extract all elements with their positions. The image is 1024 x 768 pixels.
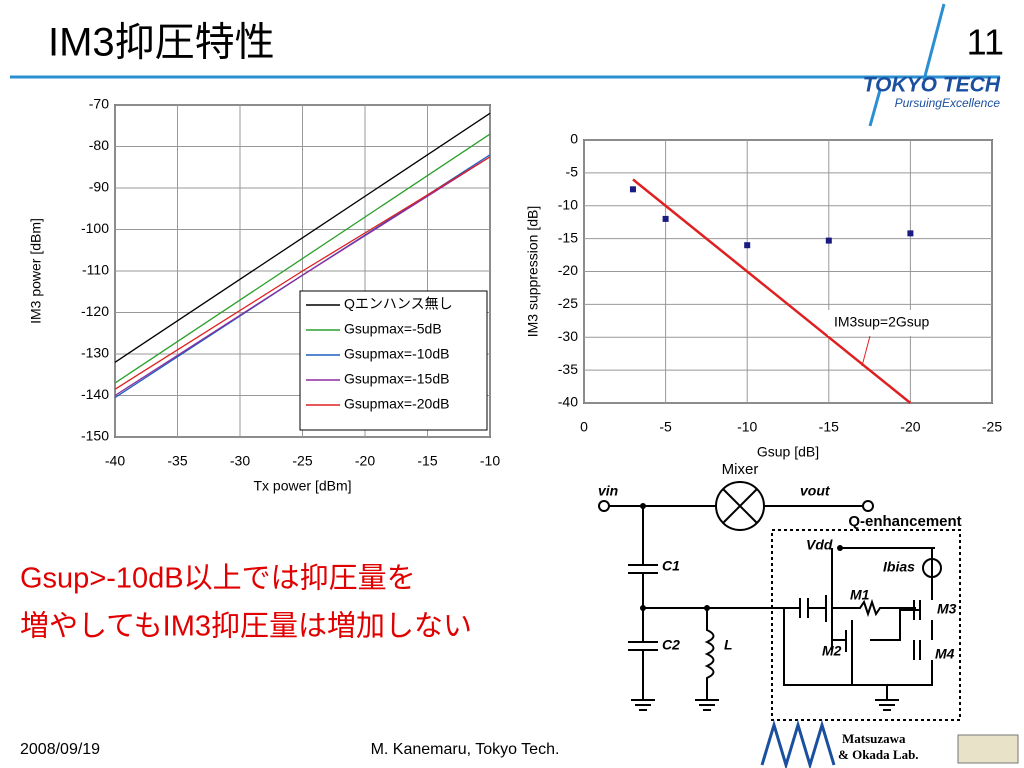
current-source	[922, 558, 942, 578]
y-tick-label: -40	[558, 394, 578, 410]
building-icon	[957, 734, 1019, 764]
x-tick-label: -20	[900, 419, 920, 435]
annotation-box	[828, 310, 950, 336]
x-tick-label: -30	[230, 453, 250, 469]
scatter-point	[629, 186, 636, 193]
x-tick-label: -10	[480, 453, 500, 469]
series-line	[632, 178, 912, 404]
x-tick-label: -40	[105, 453, 125, 469]
node	[837, 545, 843, 551]
vout-label: vout	[800, 483, 831, 499]
ibias-label: Ibias	[883, 559, 915, 575]
message-line: Gsup>-10dB以上では抑圧量を	[20, 562, 416, 595]
footer-author: M. Kanemaru, Tokyo Tech.	[371, 741, 560, 758]
mixer	[715, 481, 765, 531]
logo-slash	[922, 3, 946, 81]
logo-slash	[868, 89, 882, 127]
x-axis-label: Tx power [dBm]	[253, 478, 351, 494]
mixer-label: Mixer	[722, 461, 759, 478]
y-tick-label: -130	[81, 345, 109, 361]
x-tick-label: -10	[737, 419, 757, 435]
page-number: 11	[967, 22, 1004, 63]
legend-box	[299, 290, 488, 431]
message-line: 増やしてもIM3抑圧量は増加しない	[20, 610, 472, 643]
y-tick-label: -35	[558, 361, 578, 377]
legend-label: Gsupmax=-15dB	[344, 371, 449, 387]
y-tick-label: -30	[558, 328, 578, 344]
l-label: L	[724, 637, 733, 653]
x-tick-label: -35	[167, 453, 187, 469]
vin-label: vin	[598, 483, 618, 499]
q-box	[771, 529, 961, 721]
x-tick-label: -25	[292, 453, 312, 469]
terminal	[862, 500, 874, 512]
series-line	[114, 156, 491, 390]
legend-label: Gsupmax=-20dB	[344, 396, 449, 412]
legend-label: Qエンハンス無し	[344, 296, 453, 312]
mixer-cross	[722, 488, 758, 524]
y-tick-label: -140	[81, 386, 109, 402]
series-line	[114, 156, 491, 397]
x-tick-label: 0	[580, 419, 588, 435]
scatter-point	[907, 230, 914, 237]
inductor	[643, 607, 800, 711]
c1-label: C1	[662, 558, 680, 574]
annotation-leader	[861, 335, 871, 367]
y-tick-label: -20	[558, 262, 578, 278]
x-tick-label: -25	[982, 419, 1002, 435]
series-line	[114, 112, 491, 363]
lab-name: Matsuzawa	[842, 731, 906, 746]
logo: TOKYO TECH	[863, 74, 1001, 97]
box-label: Q-enhancement	[848, 513, 961, 530]
transistors	[783, 547, 935, 711]
legend-label: Gsupmax=-10dB	[344, 346, 449, 362]
tagline: PursuingExcellence	[895, 96, 1001, 110]
scatter-point	[744, 242, 751, 249]
node	[640, 503, 646, 509]
annotation: IM3sup=2Gsup	[834, 314, 930, 330]
y-tick-label: -90	[89, 179, 109, 195]
y-tick-label: -150	[81, 428, 109, 444]
node	[704, 605, 710, 611]
legend-label: Gsupmax=-5dB	[344, 321, 442, 337]
y-tick-label: -80	[89, 137, 109, 153]
y-tick-label: 0	[570, 131, 578, 147]
y-tick-label: -25	[558, 295, 578, 311]
y-tick-label: -70	[89, 96, 109, 112]
x-tick-label: -5	[659, 419, 672, 435]
lab-name: & Okada Lab.	[838, 747, 919, 762]
slide-title: IM3抑圧特性	[48, 21, 275, 65]
y-axis-label: IM3 suppression [dB]	[525, 206, 541, 338]
y-tick-label: -15	[558, 229, 578, 245]
scatter-point	[662, 215, 669, 222]
lab-logo	[760, 719, 836, 768]
x-tick-label: -20	[355, 453, 375, 469]
c2-label: C2	[662, 637, 680, 653]
y-tick-label: -120	[81, 303, 109, 319]
scatter-point	[825, 237, 832, 244]
y-axis-label: IM3 power [dBm]	[28, 218, 44, 324]
circuit: Mixer vin vout Q-enhancement Vdd Ibias M…	[598, 461, 962, 721]
m3-label: M3	[937, 601, 957, 617]
x-tick-label: -15	[417, 453, 437, 469]
terminal	[598, 500, 610, 512]
series-line	[114, 133, 491, 384]
y-tick-label: -5	[566, 164, 579, 180]
m2-label: M2	[822, 643, 842, 659]
node	[640, 605, 646, 611]
y-tick-label: -110	[82, 262, 109, 278]
y-tick-label: -100	[81, 220, 109, 236]
m4-label: M4	[935, 646, 955, 662]
vdd-label: Vdd	[806, 537, 833, 553]
x-tick-label: -15	[819, 419, 839, 435]
x-axis-label: Gsup [dB]	[757, 444, 819, 460]
y-tick-label: -10	[558, 196, 578, 212]
footer-date: 2008/09/19	[20, 741, 100, 758]
m1-label: M1	[850, 587, 870, 603]
